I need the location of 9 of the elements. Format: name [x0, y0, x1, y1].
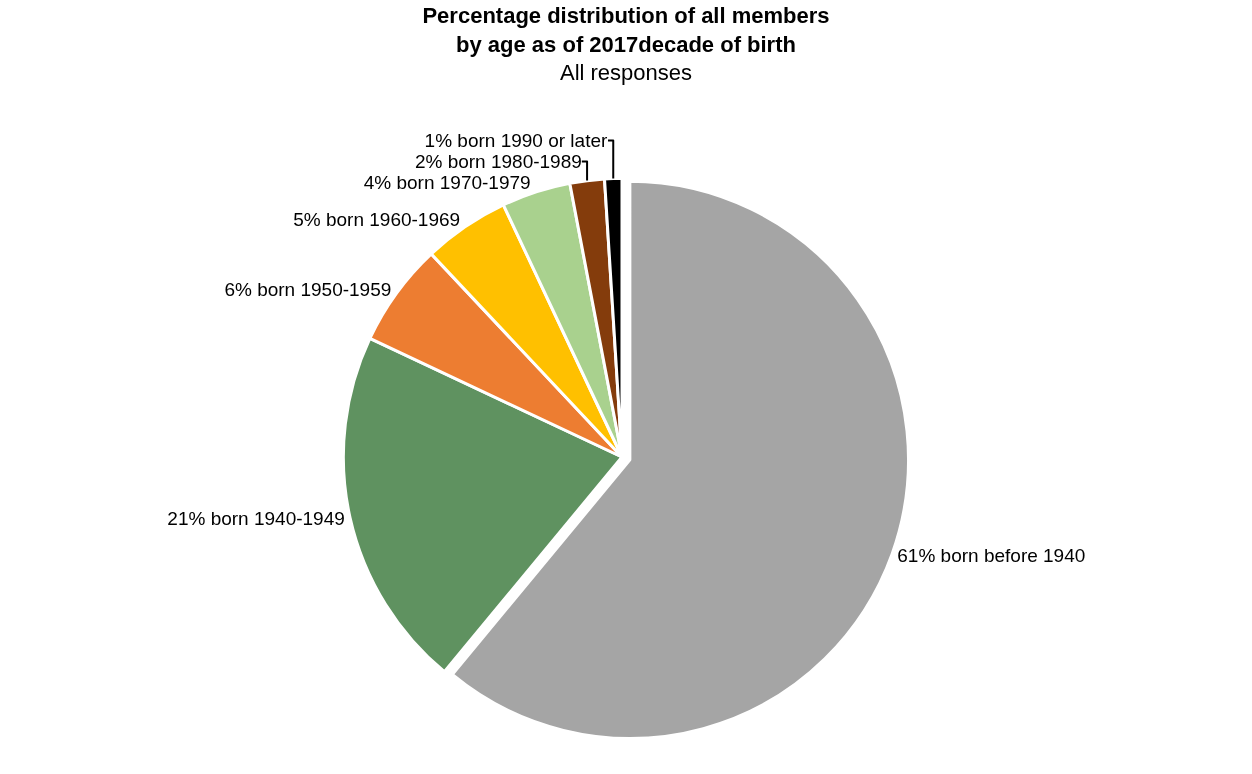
chart-subtitle: All responses	[559, 60, 693, 86]
slice-label: 4% born 1970-1979	[363, 172, 531, 193]
slice-label: 6% born 1950-1959	[224, 279, 392, 301]
slice-label: 21% born 1940-1949	[167, 507, 345, 529]
slice-label: 2% born 1980-1989	[414, 151, 582, 172]
slice-label: 5% born 1960-1969	[293, 208, 461, 230]
slice-label: 1% born 1990 or later	[424, 130, 608, 151]
slice-label: 61% born before 1940	[897, 544, 1086, 566]
chart-title: Percentage distribution of all members by age as of 2017decade of birth	[422, 3, 830, 57]
